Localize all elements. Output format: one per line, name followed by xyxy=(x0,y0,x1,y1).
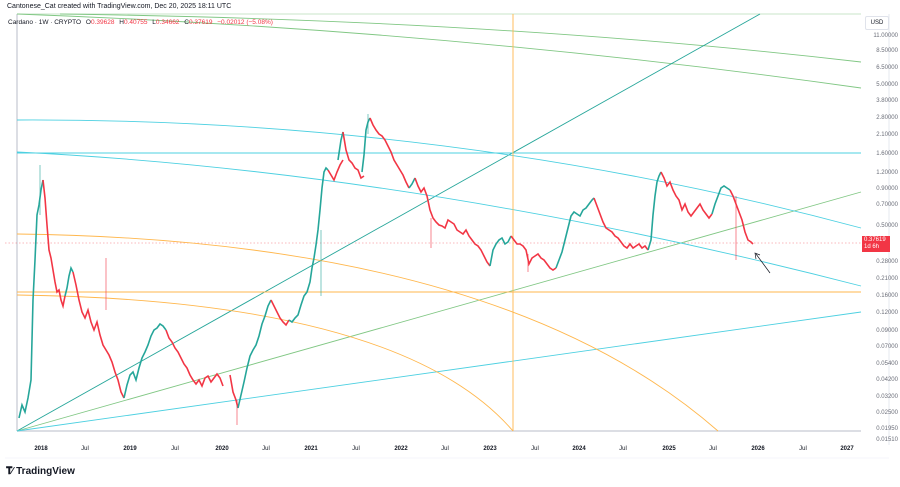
blue-arc-lower xyxy=(16,151,862,287)
price-tick: 0.28000 xyxy=(876,259,898,265)
price-tick: 0.02500 xyxy=(876,410,898,416)
time-tick: Jul xyxy=(352,446,360,452)
price-tick: 6.50000 xyxy=(876,65,898,71)
time-tick: Jul xyxy=(531,446,539,452)
time-tick: Jul xyxy=(799,446,807,452)
price-tick: 0.03200 xyxy=(876,394,898,400)
high-label: H xyxy=(119,19,124,26)
price-tick: 0.01510 xyxy=(876,437,898,443)
low-label: L xyxy=(152,19,156,26)
annotation-arrow[interactable] xyxy=(754,252,771,274)
blue-arc-upper xyxy=(16,119,862,229)
time-tick: 2026 xyxy=(751,446,765,452)
green-arc-upper xyxy=(59,13,862,63)
currency-selector[interactable]: USD xyxy=(865,16,889,30)
time-tick: Jul xyxy=(709,446,717,452)
price-tick: 0.05400 xyxy=(876,361,898,367)
time-tick: 2024 xyxy=(572,446,586,452)
price-tick: 0.16000 xyxy=(876,293,898,299)
price-tick: 0.21000 xyxy=(876,276,898,282)
symbol-legend[interactable]: Cardano · 1W · CRYPTO O0.39628 H0.40755 … xyxy=(8,19,273,26)
time-tick: Jul xyxy=(619,446,627,452)
fan-line-shallow xyxy=(16,311,862,432)
time-tick: Jul xyxy=(171,446,179,452)
green-arc-lower xyxy=(16,13,862,89)
fan-line-mid xyxy=(16,191,862,432)
candle-countdown: 1d 6h xyxy=(864,244,880,250)
time-tick: 2021 xyxy=(304,446,318,452)
open-label: O xyxy=(85,19,91,26)
price-tick: 8.50000 xyxy=(876,48,898,54)
symbol-label: Cardano · 1W · CRYPTO xyxy=(8,19,82,26)
tradingview-icon: 𝐓∕ xyxy=(6,466,13,477)
tradingview-logo[interactable]: 𝐓∕ TradingView xyxy=(6,466,75,477)
time-tick: Jul xyxy=(262,446,270,452)
price-tick: 1.20000 xyxy=(876,170,898,176)
price-tick: 1.60000 xyxy=(876,151,898,157)
price-tick: 0.01950 xyxy=(876,426,898,432)
price-tick: 0.09000 xyxy=(876,328,898,334)
price-tick: 11.00000 xyxy=(873,33,898,39)
price-tick: 0.04200 xyxy=(876,377,898,383)
current-price-tag: 0.37619 1d 6h xyxy=(862,236,890,252)
price-tick: 3.80000 xyxy=(876,98,898,104)
chart-attribution: Cantonese_Cat created with TradingView.c… xyxy=(7,3,232,10)
open-value: 0.39628 xyxy=(90,19,115,26)
price-tick: 2.80000 xyxy=(876,115,898,121)
time-tick: 2022 xyxy=(394,446,408,452)
price-tick: 0.07000 xyxy=(876,344,898,350)
change-value: −0.02012 (−5.08%) xyxy=(217,19,273,26)
time-tick: 2019 xyxy=(123,446,137,452)
time-tick: Jul xyxy=(441,446,449,452)
candlestick-series xyxy=(18,114,754,425)
price-tick: 0.12000 xyxy=(876,310,898,316)
price-tick: 0.90000 xyxy=(876,186,898,192)
high-value: 0.40755 xyxy=(123,19,148,26)
current-price-value: 0.37619 xyxy=(864,237,886,243)
price-tick: 5.00000 xyxy=(876,82,898,88)
time-tick: 2023 xyxy=(483,446,497,452)
orange-arc-inner xyxy=(16,294,514,432)
price-tick: 0.50000 xyxy=(876,223,898,229)
time-tick: 2027 xyxy=(840,446,854,452)
time-tick: 2025 xyxy=(662,446,676,452)
close-value: 0.37619 xyxy=(188,19,213,26)
time-tick: 2018 xyxy=(34,446,48,452)
time-tick: 2020 xyxy=(215,446,229,452)
close-label: C xyxy=(184,19,189,26)
low-value: 0.34662 xyxy=(155,19,180,26)
brand-name: TradingView xyxy=(16,466,75,477)
price-tick: 2.10000 xyxy=(876,132,898,138)
orange-arc-outer xyxy=(16,233,719,432)
price-tick: 0.70000 xyxy=(876,202,898,208)
time-tick: Jul xyxy=(81,446,89,452)
